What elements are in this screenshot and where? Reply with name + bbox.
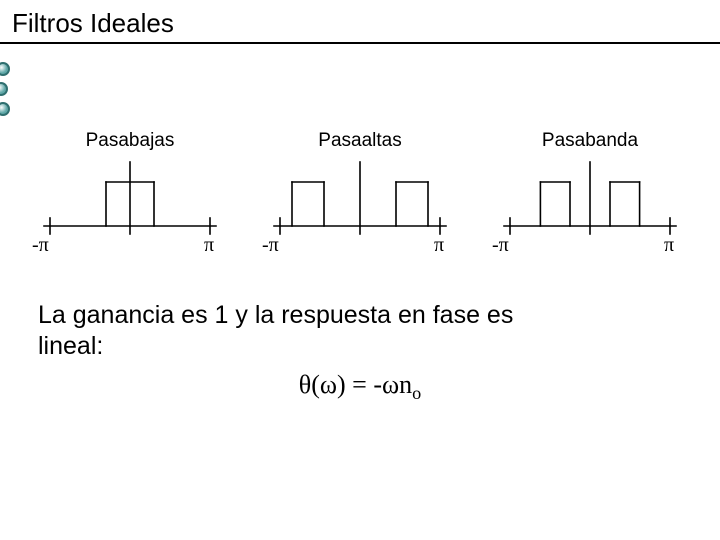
- page-title: Filtros Ideales: [12, 8, 174, 39]
- pos-pi-label: π: [204, 234, 214, 257]
- neg-pi-label: -π: [32, 234, 49, 257]
- filter-label: Pasaaltas: [260, 130, 460, 152]
- filter-diagram: -ππ: [260, 158, 460, 238]
- pos-pi-label: π: [434, 234, 444, 257]
- filters-row: Pasabajas-ππPasaaltas-ππPasabanda-ππ: [30, 130, 690, 260]
- filter-label: Pasabajas: [30, 130, 230, 152]
- neg-pi-label: -π: [492, 234, 509, 257]
- body-text: La ganancia es 1 y la respuesta en fase …: [38, 300, 678, 363]
- equation-main: θ(ω) = -ωn: [299, 370, 412, 399]
- side-bullet: [0, 82, 8, 96]
- filter-diagram: -ππ: [490, 158, 690, 238]
- title-underline: [0, 42, 720, 44]
- filter-diagram: -ππ: [30, 158, 230, 238]
- body-line1: La ganancia es 1 y la respuesta en fase …: [38, 301, 513, 329]
- phase-equation: θ(ω) = -ωno: [0, 370, 720, 404]
- side-bullet: [0, 62, 10, 76]
- pos-pi-label: π: [664, 234, 674, 257]
- filter-label: Pasabanda: [490, 130, 690, 152]
- equation-sub: o: [412, 383, 421, 403]
- body-line2: lineal:: [38, 332, 103, 360]
- side-bullet: [0, 102, 10, 116]
- neg-pi-label: -π: [262, 234, 279, 257]
